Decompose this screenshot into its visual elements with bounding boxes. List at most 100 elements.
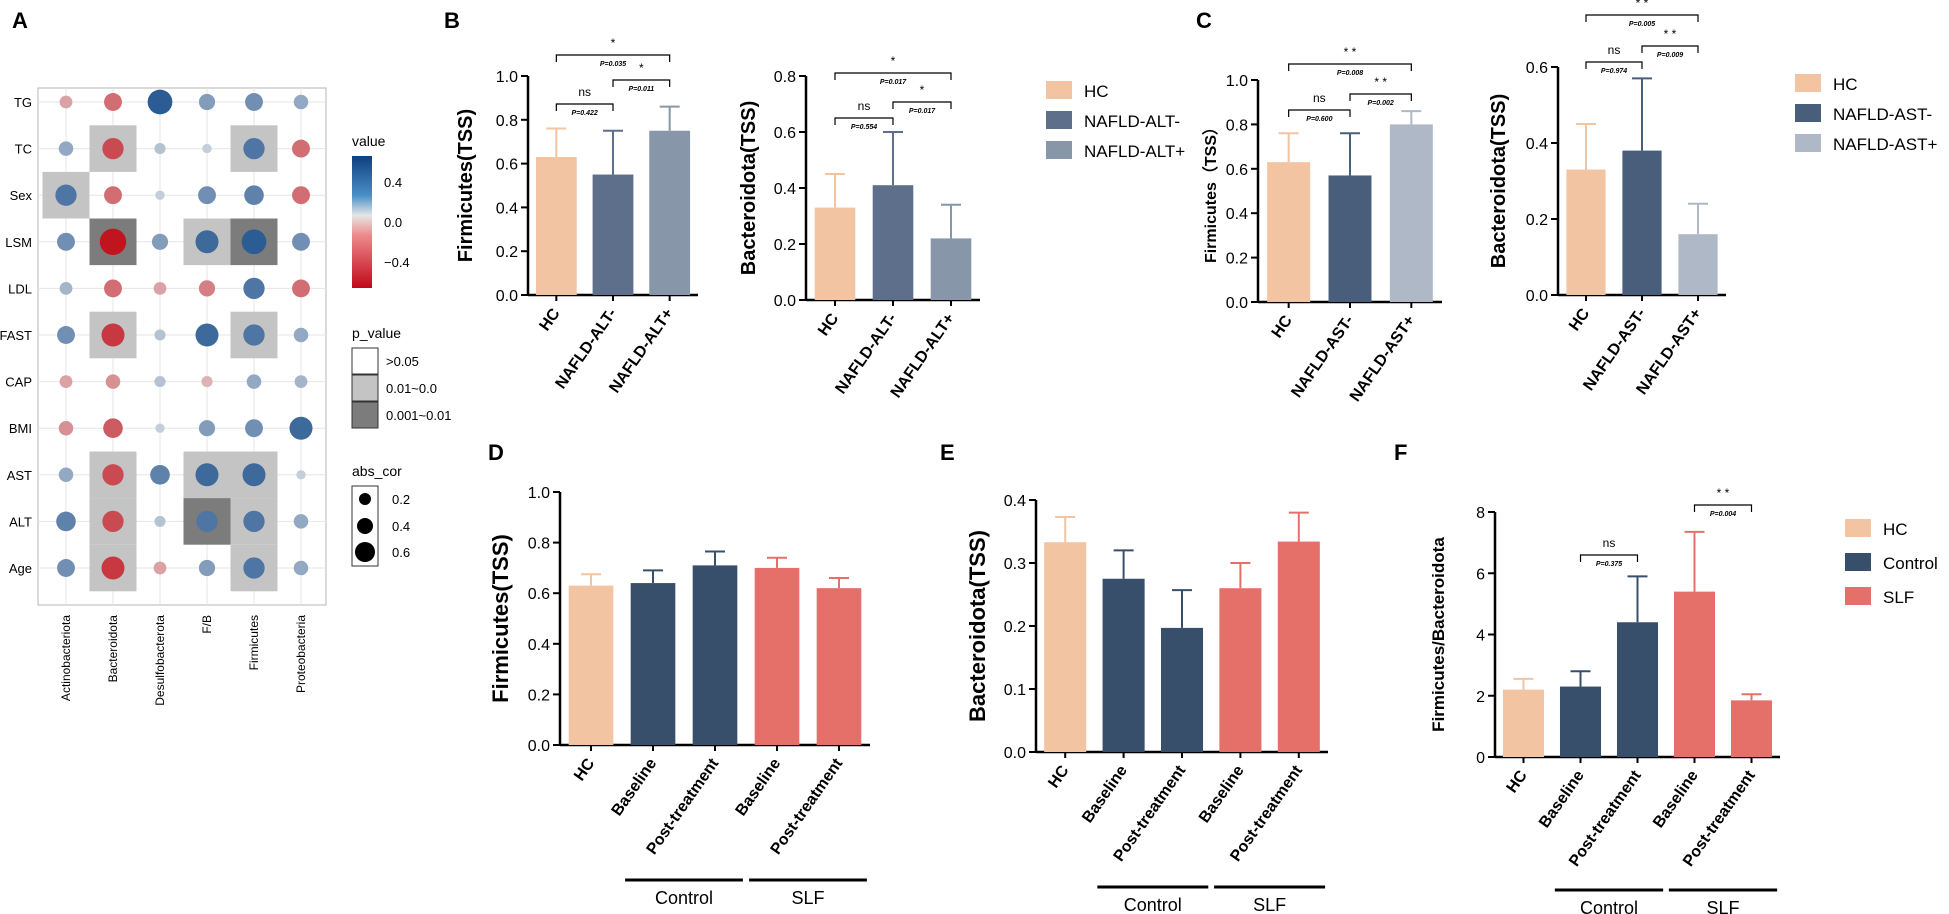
bar [1160, 627, 1204, 752]
p-value-label: P=0.005 [1629, 21, 1655, 28]
y-tick-label: 0.6 [528, 586, 550, 603]
correlation-dot [243, 137, 265, 160]
group-label: Control [1580, 898, 1638, 914]
y-tick-label: 0.0 [774, 293, 796, 310]
legend-label: NAFLD-AST+ [1833, 135, 1937, 154]
y-tick-label: 0.4 [774, 181, 796, 198]
x-tick-label: NAFLD-ALT- [832, 311, 900, 398]
significance-bracket [834, 72, 952, 80]
bar [872, 185, 914, 300]
legend-swatch [1795, 134, 1821, 152]
column-label: F/B [200, 615, 214, 634]
x-tick-label: Baseline [1536, 767, 1588, 831]
correlation-dot [154, 329, 166, 341]
bar [1730, 700, 1773, 757]
correlation-dot [55, 184, 77, 206]
correlation-dot [293, 514, 309, 529]
y-axis-label: Bacteroidota(TSS) [1488, 94, 1510, 268]
bar [1559, 686, 1602, 757]
y-tick-label: 0.2 [774, 237, 796, 254]
correlation-dot [102, 464, 124, 486]
significance-bracket [834, 117, 894, 125]
group-label: Control [655, 888, 713, 908]
legend-label: HC [1833, 75, 1858, 94]
group-label: SLF [1253, 895, 1286, 914]
significance-bracket [1585, 14, 1699, 22]
x-tick-label: NAFLD-AST+ [1347, 313, 1419, 405]
correlation-dot [195, 463, 219, 487]
legend-swatch [1046, 111, 1072, 129]
significance-bracket [1288, 109, 1351, 117]
correlation-dot [293, 327, 309, 343]
correlation-dot [151, 233, 169, 250]
column-label: Desulfobacterota [153, 615, 167, 706]
correlation-dot [243, 277, 265, 300]
p-legend-label: >0.05 [386, 354, 419, 369]
correlation-dot [292, 279, 310, 298]
row-label: Age [9, 561, 32, 576]
p-legend-swatch [351, 401, 379, 429]
row-label: LSM [5, 235, 32, 250]
correlation-dot [154, 376, 166, 388]
x-tick-label: Baseline [1079, 762, 1131, 826]
correlation-dot [57, 559, 75, 577]
x-tick-label: HC [1504, 767, 1531, 796]
colorbar-tick-label: −0.4 [384, 255, 410, 270]
bar [1566, 169, 1606, 295]
y-tick-label: 1.0 [496, 69, 518, 86]
row-label: LDL [8, 281, 32, 296]
p-value-label: P=0.009 [1657, 52, 1683, 59]
p-legend-swatch [351, 374, 379, 402]
correlation-dot [243, 510, 265, 533]
group-label: SLF [791, 888, 824, 908]
x-tick-label: NAFLD-ALT+ [888, 311, 959, 402]
correlation-dot [155, 423, 165, 433]
y-tick-label: 6 [1476, 566, 1485, 583]
x-tick-label: Baseline [733, 755, 785, 819]
legend-label: NAFLD-ALT+ [1084, 142, 1185, 161]
legend-label: Control [1883, 554, 1938, 573]
bar [816, 588, 862, 745]
correlation-dot [58, 141, 74, 156]
panel-letter-a: A [12, 8, 28, 33]
y-tick-label: 0.2 [1226, 251, 1248, 268]
bar [814, 207, 856, 300]
p-value-label: P=0.004 [1710, 511, 1736, 518]
bar [1502, 689, 1545, 757]
correlation-dot [195, 323, 219, 347]
bar [1678, 234, 1718, 295]
correlation-dot [59, 282, 73, 295]
column-label: Proteobacteria [294, 615, 308, 693]
correlation-dot [59, 375, 73, 388]
correlation-dot [198, 93, 216, 111]
correlation-dot [244, 185, 264, 205]
bar [568, 585, 614, 745]
y-tick-label: 0.8 [496, 113, 518, 130]
correlation-dot [101, 323, 125, 347]
significance-bracket [1579, 554, 1639, 562]
x-tick-label: HC [815, 310, 842, 339]
y-tick-label: 0.1 [1004, 682, 1026, 699]
panel-letter-b: B [444, 8, 460, 33]
correlation-dot [57, 232, 75, 251]
significance-label: * [920, 83, 925, 97]
significance-label: * * [1636, 0, 1649, 10]
correlation-dot [59, 95, 73, 109]
y-axis-label: Bacteroidota(TSS) [738, 101, 760, 275]
significance-bracket [1288, 63, 1412, 71]
legend-value-title: value [352, 133, 386, 149]
legend-swatch [1795, 74, 1821, 92]
correlation-dot [245, 93, 263, 111]
colorbar-tick-label: 0.0 [384, 215, 402, 230]
correlation-dot [246, 374, 262, 389]
correlation-dot [147, 89, 173, 115]
y-tick-label: 0.3 [1004, 556, 1026, 573]
correlation-dot [102, 137, 124, 160]
row-label: TC [15, 142, 32, 157]
correlation-dot [104, 93, 122, 111]
y-tick-label: 1.0 [528, 485, 550, 502]
significance-bracket [1585, 61, 1643, 69]
row-label: ALT [9, 514, 32, 529]
